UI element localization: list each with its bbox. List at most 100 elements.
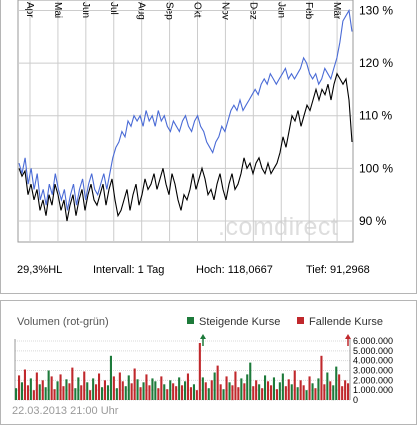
x-tick-label: Sep — [164, 2, 175, 20]
peak-arrow-down-icon — [345, 334, 351, 339]
volume-bar — [160, 376, 163, 400]
volume-bar — [112, 376, 115, 400]
volume-bar — [92, 378, 95, 400]
x-tick-label: Jul — [108, 2, 119, 15]
volume-bar — [347, 383, 350, 400]
y-tick-label: 100 % — [359, 161, 393, 175]
volume-bar — [95, 384, 98, 400]
volume-bar — [38, 384, 41, 400]
volume-title: Volumen (rot-grün) — [17, 316, 109, 328]
volume-bar — [157, 388, 160, 400]
volume-bar — [272, 377, 275, 400]
volume-bar — [207, 388, 210, 400]
volume-bar — [332, 385, 335, 401]
volume-bar — [178, 377, 181, 400]
volume-bar — [169, 380, 172, 400]
volume-tick-label: 4.000.000 — [353, 356, 393, 366]
volume-bar — [62, 386, 65, 400]
volume-bar — [281, 373, 284, 400]
volume-bar — [192, 384, 195, 400]
volume-bar — [299, 380, 302, 400]
volume-bar — [166, 389, 169, 400]
y-tick-label: 120 % — [359, 56, 393, 70]
legend-label-falling: Fallende Kurse — [309, 316, 383, 328]
volume-bar — [136, 379, 139, 400]
volume-bar — [32, 390, 35, 400]
volume-bar — [163, 384, 166, 400]
volume-bar — [275, 389, 278, 400]
volume-bar — [219, 384, 222, 400]
y-tick-label: 110 % — [359, 109, 392, 123]
volume-bar — [23, 369, 26, 400]
peak-arrow-up-icon — [200, 334, 206, 339]
volume-bar — [338, 374, 341, 400]
volume-bar — [74, 388, 77, 400]
volume-bar — [89, 390, 92, 400]
volume-tick-label: 5.000.000 — [353, 346, 393, 356]
volume-bar — [115, 388, 118, 400]
volume-bar — [293, 370, 296, 400]
volume-bar — [195, 390, 198, 400]
volume-chart: Volumen (rot-grün) Steigende Kurse Fallend… — [12, 316, 393, 417]
volume-bar — [198, 343, 201, 400]
y-tick-label: 130 % — [359, 4, 393, 18]
high-label: Hoch: 118,0667 — [196, 264, 273, 276]
timestamp: 22.03.2013 21:00 Uhr — [12, 405, 119, 417]
x-tick-label: Okt — [192, 2, 203, 18]
volume-bar — [184, 381, 187, 400]
volume-bar — [103, 380, 106, 400]
volume-bar — [50, 376, 53, 400]
volume-bar — [142, 382, 145, 400]
price-series-line — [18, 72, 353, 222]
volume-bar — [210, 380, 213, 400]
volume-tick-label: 2.000.000 — [353, 375, 393, 385]
volume-bar — [20, 382, 23, 400]
volume-bar — [258, 384, 261, 400]
volume-bar — [118, 372, 121, 400]
volume-bar — [98, 373, 101, 400]
legend-swatch-rising — [187, 317, 194, 324]
volume-bar — [216, 365, 219, 400]
plot-area — [17, 0, 354, 243]
volume-bar — [267, 381, 270, 400]
volume-bar — [320, 355, 323, 401]
volume-bar — [77, 377, 80, 400]
volume-bar — [278, 382, 281, 400]
volume-bar — [240, 378, 243, 400]
volume-bar — [329, 381, 332, 400]
volume-bar — [249, 362, 252, 400]
interval-label: Intervall: 1 Tag — [93, 264, 165, 276]
volume-bar — [181, 385, 184, 401]
volume-bar — [151, 378, 154, 400]
volume-bar — [124, 386, 127, 400]
volume-bar — [222, 389, 225, 400]
volume-bar — [314, 388, 317, 400]
volume-bar — [59, 374, 62, 400]
volume-bar — [311, 383, 314, 400]
volume-bar — [305, 390, 308, 400]
volume-bar — [246, 374, 249, 400]
volume-bar — [26, 385, 29, 401]
volume-bar — [243, 383, 246, 400]
volume-bar — [71, 367, 74, 400]
volume-bar — [175, 386, 178, 400]
volume-bar — [228, 382, 231, 400]
volume-bar — [225, 376, 228, 400]
volume-bar — [255, 380, 258, 400]
volume-bar — [15, 388, 18, 400]
volume-bar — [261, 388, 264, 400]
volume-bar — [344, 380, 347, 400]
volume-bar — [201, 377, 204, 400]
volume-tick-label: 1.000.000 — [353, 385, 393, 395]
volume-chart-panel: Volumen (rot-grün) Steigende Kurse Fallend… — [0, 300, 417, 425]
price-chart-panel: .comdirect Apr Mai Jun Jul Aug Sep Okt Nov Dez Jan… — [0, 0, 417, 294]
volume-bar — [121, 381, 124, 400]
volume-bar — [65, 379, 68, 400]
volume-bar — [133, 368, 136, 400]
volume-bar — [145, 374, 148, 400]
volume-tick-label: 0 — [353, 395, 358, 405]
volume-tick-label: 3.000.000 — [353, 366, 393, 376]
volume-bar — [213, 372, 216, 400]
volume-bar — [323, 384, 326, 400]
